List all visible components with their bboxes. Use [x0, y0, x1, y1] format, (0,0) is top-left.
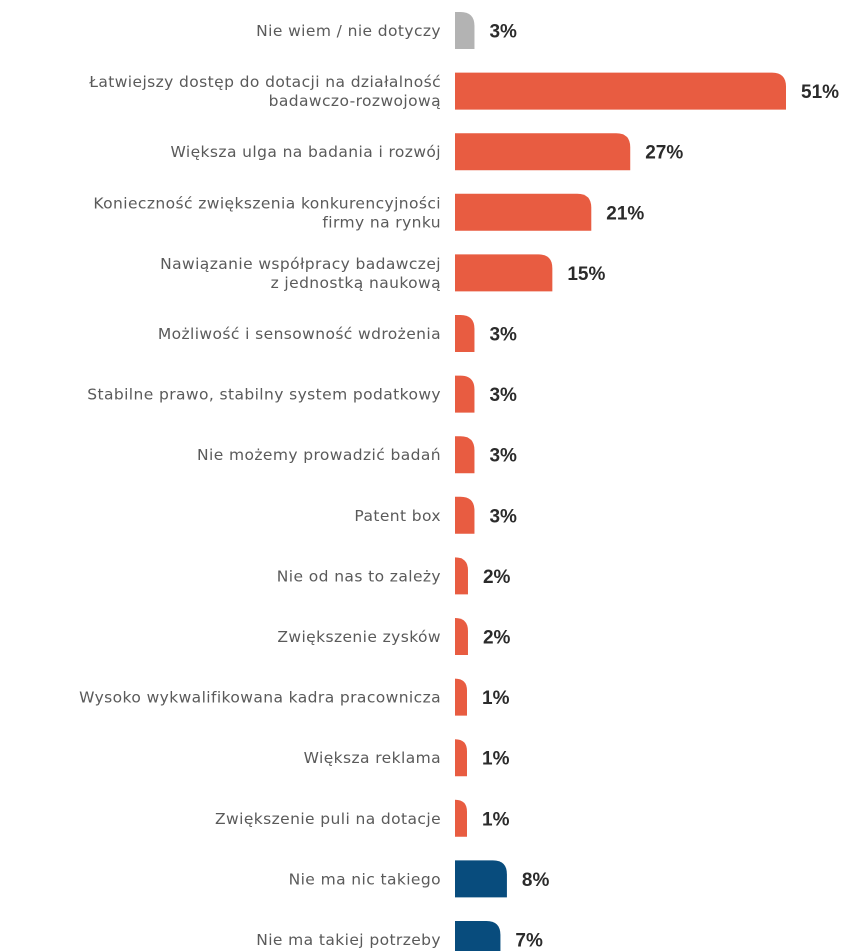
- value-label: 8%: [522, 870, 550, 891]
- category-label: Konieczność zwiększenia konkurencyjności…: [93, 194, 441, 231]
- value-label: 3%: [489, 22, 517, 43]
- value-label: 3%: [489, 506, 517, 527]
- bar: [455, 133, 631, 171]
- bar: [455, 618, 468, 655]
- category-label-line: Większa ulga na badania i rozwój: [171, 143, 441, 161]
- category-label: Większa reklama: [304, 749, 441, 767]
- category-label: Wysoko wykwalifikowana kadra pracownicza: [79, 689, 441, 707]
- category-label: Łatwiejszy dostęp do dotacji na działaln…: [88, 73, 441, 110]
- bar: [455, 860, 507, 898]
- category-label: Większa ulga na badania i rozwój: [171, 143, 441, 161]
- category-label: Możliwość i sensowność wdrożenia: [158, 325, 441, 343]
- category-label-line: Nie ma takiej potrzeby: [256, 931, 441, 949]
- bar: [455, 254, 553, 292]
- value-label: 1%: [482, 688, 510, 709]
- category-label: Nie od nas to zależy: [277, 567, 441, 585]
- value-label: 3%: [489, 325, 517, 346]
- value-label: 3%: [489, 446, 517, 467]
- category-label-line: badawczo-rozwojową: [269, 92, 441, 110]
- bar: [455, 436, 475, 474]
- value-label: 3%: [489, 385, 517, 406]
- category-label: Stabilne prawo, stabilny system podatkow…: [87, 386, 441, 404]
- value-label: 21%: [606, 203, 644, 224]
- category-label-line: firmy na rynku: [322, 213, 441, 231]
- value-label: 7%: [515, 931, 543, 951]
- value-label: 27%: [645, 143, 683, 164]
- bar: [455, 72, 786, 110]
- category-label-line: Nie możemy prowadzić badań: [197, 446, 441, 464]
- value-label: 51%: [801, 82, 839, 103]
- bars: [455, 12, 786, 951]
- category-label-line: Zwiększenie puli na dotacje: [215, 810, 441, 828]
- category-label: Nie wiem / nie dotyczy: [256, 22, 441, 40]
- category-label-line: Stabilne prawo, stabilny system podatkow…: [87, 386, 441, 404]
- category-label-line: Łatwiejszy dostęp do dotacji na działaln…: [88, 73, 441, 91]
- category-label-line: Konieczność zwiększenia konkurencyjności: [93, 194, 441, 212]
- value-label: 2%: [483, 567, 511, 588]
- category-label-line: Nawiązanie współpracy badawczej: [160, 255, 441, 273]
- category-label-line: Zwiększenie zysków: [277, 628, 441, 646]
- bar: [455, 496, 475, 534]
- category-label-line: Możliwość i sensowność wdrożenia: [158, 325, 441, 343]
- value-label: 1%: [482, 749, 510, 770]
- bar: [455, 375, 475, 413]
- category-label-line: Większa reklama: [304, 749, 441, 767]
- category-label: Nie ma takiej potrzeby: [256, 931, 441, 949]
- category-label-line: Patent box: [354, 507, 441, 525]
- category-label: Nie ma nic takiego: [289, 870, 441, 888]
- bar: [455, 678, 467, 716]
- bar: [455, 557, 468, 595]
- bar: [455, 193, 592, 231]
- category-label: Nie możemy prowadzić badań: [197, 446, 441, 464]
- value-label: 15%: [567, 264, 605, 285]
- category-label: Nawiązanie współpracy badawczej z jednost…: [160, 255, 441, 292]
- category-label-line: z jednostką naukową: [271, 274, 441, 292]
- category-label: Patent box: [354, 507, 441, 525]
- category-label: Zwiększenie zysków: [277, 628, 441, 646]
- category-label-line: Wysoko wykwalifikowana kadra pracownicza: [79, 689, 441, 707]
- category-labels: Nie wiem / nie dotyczy Łatwiejszy dostęp …: [79, 22, 441, 949]
- category-label-line: Nie ma nic takiego: [289, 870, 441, 888]
- bar: [455, 799, 467, 837]
- value-labels: 3% 51% 27% 21% 15% 3% 3% 3% 3% 2% 2% 1% 1% 1% 8% 7%: [482, 22, 839, 951]
- bar: [455, 921, 501, 951]
- category-label-line: Nie od nas to zależy: [277, 567, 441, 585]
- value-label: 1%: [482, 809, 510, 830]
- value-label: 2%: [483, 628, 511, 649]
- category-label: Zwiększenie puli na dotacje: [215, 810, 441, 828]
- bar: [455, 12, 475, 49]
- bar: [455, 739, 467, 777]
- category-label-line: Nie wiem / nie dotyczy: [256, 22, 441, 40]
- bar: [455, 315, 475, 352]
